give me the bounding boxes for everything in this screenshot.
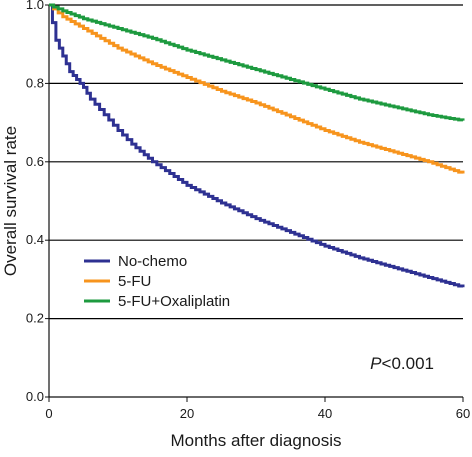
x-tick-label: 0 <box>45 406 52 421</box>
gridlines <box>49 4 463 320</box>
axes <box>48 5 463 398</box>
y-tick-label: 0.8 <box>26 75 44 90</box>
y-tick-label: 1.0 <box>26 0 44 12</box>
y-axis-title: Overall survival rate <box>1 126 20 276</box>
series-line-5-fu-oxaliplatin <box>49 3 465 122</box>
p-value-text: <0.001 <box>382 354 434 373</box>
y-tick-label: 0.6 <box>26 154 44 169</box>
x-tick-label: 40 <box>318 406 332 421</box>
p-value-annotation: P<0.001 <box>370 354 434 373</box>
series-line-5-fu <box>49 3 465 174</box>
legend-label: 5-FU <box>118 273 151 290</box>
y-tick-label: 0.4 <box>26 232 44 247</box>
y-ticks: 0.0 0.2 0.4 0.6 0.8 1.0 <box>26 0 49 404</box>
legend-label: 5-FU+Oxaliplatin <box>118 293 230 310</box>
series-lines <box>49 3 465 288</box>
series-line-no-chemo <box>49 3 465 288</box>
y-tick-label: 0.2 <box>26 311 44 326</box>
x-tick-label: 60 <box>456 406 470 421</box>
legend-label: No-chemo <box>118 253 187 270</box>
x-ticks: 0 20 40 60 <box>45 397 470 421</box>
x-axis-title: Months after diagnosis <box>170 431 341 450</box>
p-value-italic: P <box>370 354 382 373</box>
y-tick-label: 0.0 <box>26 389 44 404</box>
legend: No-chemo 5-FU 5-FU+Oxaliplatin <box>84 253 230 310</box>
x-tick-label: 20 <box>180 406 194 421</box>
